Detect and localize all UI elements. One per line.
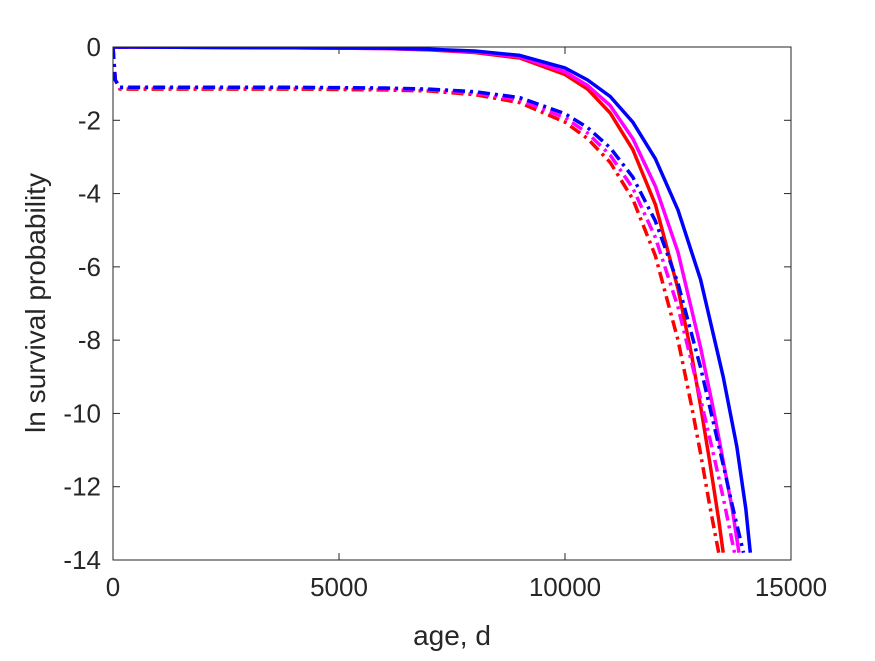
y-tick-label: -8 (78, 325, 101, 355)
axis-ticks: 0 5000 10000 15000 0 -2 -4 -6 -8 -10 -12 -14 (63, 32, 827, 602)
x-tick-label: 0 (106, 572, 120, 602)
x-axis-label: age, d (413, 620, 491, 651)
series-layer (113, 47, 753, 554)
y-tick-label: 0 (87, 32, 101, 62)
plot-frame (112, 46, 792, 561)
y-axis-label: ln survival probability (20, 173, 51, 433)
series-line-6-dashdot (113, 47, 746, 554)
y-tick-label: -10 (63, 398, 101, 428)
y-tick-label: -14 (63, 545, 101, 575)
series-line-2-solid (113, 47, 741, 553)
series-line-5-dashdot (113, 47, 737, 554)
series-line-4-dashdot (113, 47, 721, 554)
series-line-3-solid (113, 47, 753, 553)
y-tick-label: -12 (63, 472, 101, 502)
x-tick-label: 10000 (529, 572, 601, 602)
y-tick-label: -6 (78, 252, 101, 282)
x-tick-label: 15000 (755, 572, 827, 602)
y-tick-label: -4 (78, 179, 101, 209)
y-tick-label: -2 (78, 105, 101, 135)
x-tick-label: 5000 (310, 572, 368, 602)
